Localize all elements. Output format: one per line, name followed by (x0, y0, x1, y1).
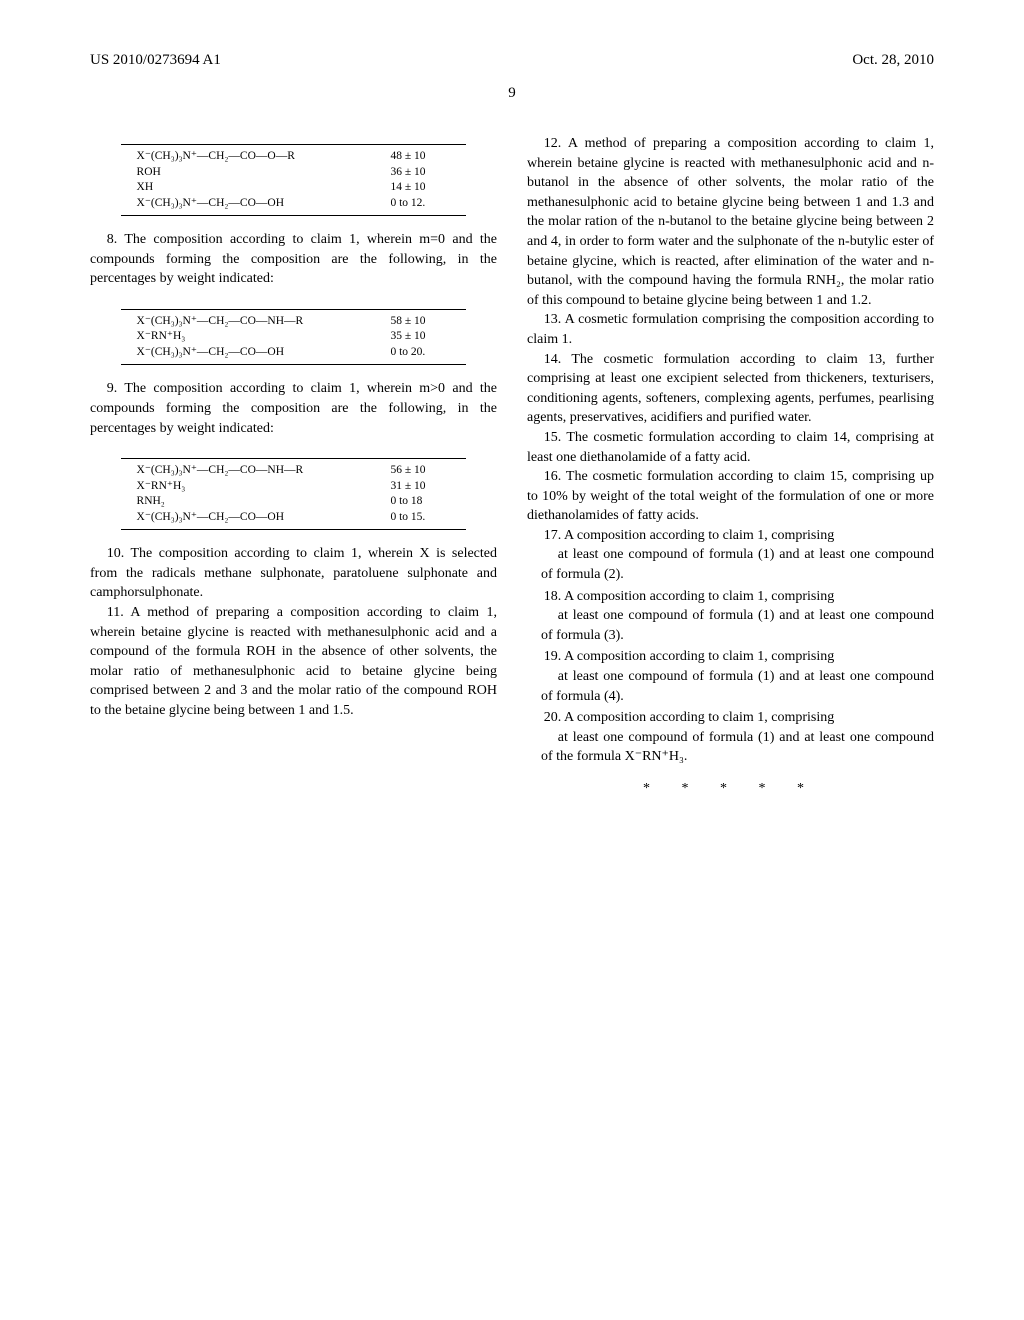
claim-13: 13. A cosmetic formulation comprising th… (527, 310, 934, 349)
value-cell: 14 ± 10 (390, 180, 450, 196)
table-row: X⁻(CH₃)₃N⁺—CH₂—CO—NH—R 58 ± 10 (121, 314, 467, 330)
claim-19-lead: 19. A composition according to claim 1, … (527, 647, 934, 667)
table-row: X⁻(CH₃)₃N⁺—CH₂—CO—OH 0 to 12. (121, 196, 467, 212)
claim-17-lead: 17. A composition according to claim 1, … (527, 526, 934, 546)
page-number: 9 (90, 83, 934, 104)
claim-19-sub: at least one compound of formula (1) and… (541, 667, 934, 706)
header-right: Oct. 28, 2010 (852, 50, 934, 71)
header-left: US 2010/0273694 A1 (90, 50, 221, 71)
page-header: US 2010/0273694 A1 Oct. 28, 2010 (90, 50, 934, 71)
formula-cell: X⁻RN⁺H₃ (137, 329, 355, 345)
value-cell: 0 to 15. (390, 510, 450, 526)
table-row: X⁻(CH₃)₃N⁺—CH₂—CO—NH—R 56 ± 10 (121, 463, 467, 479)
table-row: X⁻RN⁺H₃ 31 ± 10 (121, 479, 467, 495)
value-cell: 35 ± 10 (390, 329, 450, 345)
claim-8: 8. The composition according to claim 1,… (90, 230, 497, 289)
formula-cell: XH (137, 180, 355, 196)
right-column: 12. A method of preparing a composition … (527, 134, 934, 799)
content-columns: X⁻(CH₃)₃N⁺—CH₂—CO—O—R 48 ± 10 ROH 36 ± 1… (90, 134, 934, 799)
table-row: X⁻(CH₃)₃N⁺—CH₂—CO—OH 0 to 15. (121, 510, 467, 526)
claim-18-sub: at least one compound of formula (1) and… (541, 606, 934, 645)
value-cell: 31 ± 10 (390, 479, 450, 495)
end-of-claims-marker: * * * * * (527, 779, 934, 799)
claim-20-sub: at least one compound of formula (1) and… (541, 728, 934, 767)
table-row: X⁻(CH₃)₃N⁺—CH₂—CO—O—R 48 ± 10 (121, 149, 467, 165)
table-claim9: X⁻(CH₃)₃N⁺—CH₂—CO—NH—R 56 ± 10 X⁻RN⁺H₃ 3… (121, 458, 467, 530)
value-cell: 0 to 18 (390, 494, 450, 510)
value-cell: 0 to 20. (390, 345, 450, 361)
value-cell: 58 ± 10 (390, 314, 450, 330)
claim-18-lead: 18. A composition according to claim 1, … (527, 587, 934, 607)
formula-cell: X⁻(CH₃)₃N⁺—CH₂—CO—OH (137, 345, 355, 361)
formula-cell: X⁻(CH₃)₃N⁺—CH₂—CO—NH—R (137, 314, 355, 330)
value-cell: 0 to 12. (390, 196, 450, 212)
claim-14: 14. The cosmetic formulation according t… (527, 350, 934, 428)
claim-10: 10. The composition according to claim 1… (90, 544, 497, 603)
formula-cell: X⁻(CH₃)₃N⁺—CH₂—CO—NH—R (137, 463, 355, 479)
claim-20-lead: 20. A composition according to claim 1, … (527, 708, 934, 728)
table-claim7: X⁻(CH₃)₃N⁺—CH₂—CO—O—R 48 ± 10 ROH 36 ± 1… (121, 144, 467, 216)
table-row: XH 14 ± 10 (121, 180, 467, 196)
formula-cell: RNH₂ (137, 494, 355, 510)
table-row: X⁻RN⁺H₃ 35 ± 10 (121, 329, 467, 345)
claim-16: 16. The cosmetic formulation according t… (527, 467, 934, 526)
table-row: X⁻(CH₃)₃N⁺—CH₂—CO—OH 0 to 20. (121, 345, 467, 361)
formula-cell: ROH (137, 165, 355, 181)
table-row: RNH₂ 0 to 18 (121, 494, 467, 510)
claim-17-sub: at least one compound of formula (1) and… (541, 545, 934, 584)
table-row: ROH 36 ± 10 (121, 165, 467, 181)
formula-cell: X⁻RN⁺H₃ (137, 479, 355, 495)
value-cell: 56 ± 10 (390, 463, 450, 479)
claim-12: 12. A method of preparing a composition … (527, 134, 934, 310)
table-claim8: X⁻(CH₃)₃N⁺—CH₂—CO—NH—R 58 ± 10 X⁻RN⁺H₃ 3… (121, 309, 467, 366)
claim-11: 11. A method of preparing a composition … (90, 603, 497, 721)
formula-cell: X⁻(CH₃)₃N⁺—CH₂—CO—OH (137, 510, 355, 526)
claim-15: 15. The cosmetic formulation according t… (527, 428, 934, 467)
claim-9: 9. The composition according to claim 1,… (90, 379, 497, 438)
value-cell: 36 ± 10 (390, 165, 450, 181)
left-column: X⁻(CH₃)₃N⁺—CH₂—CO—O—R 48 ± 10 ROH 36 ± 1… (90, 134, 497, 799)
formula-cell: X⁻(CH₃)₃N⁺—CH₂—CO—OH (137, 196, 355, 212)
value-cell: 48 ± 10 (390, 149, 450, 165)
formula-cell: X⁻(CH₃)₃N⁺—CH₂—CO—O—R (137, 149, 355, 165)
